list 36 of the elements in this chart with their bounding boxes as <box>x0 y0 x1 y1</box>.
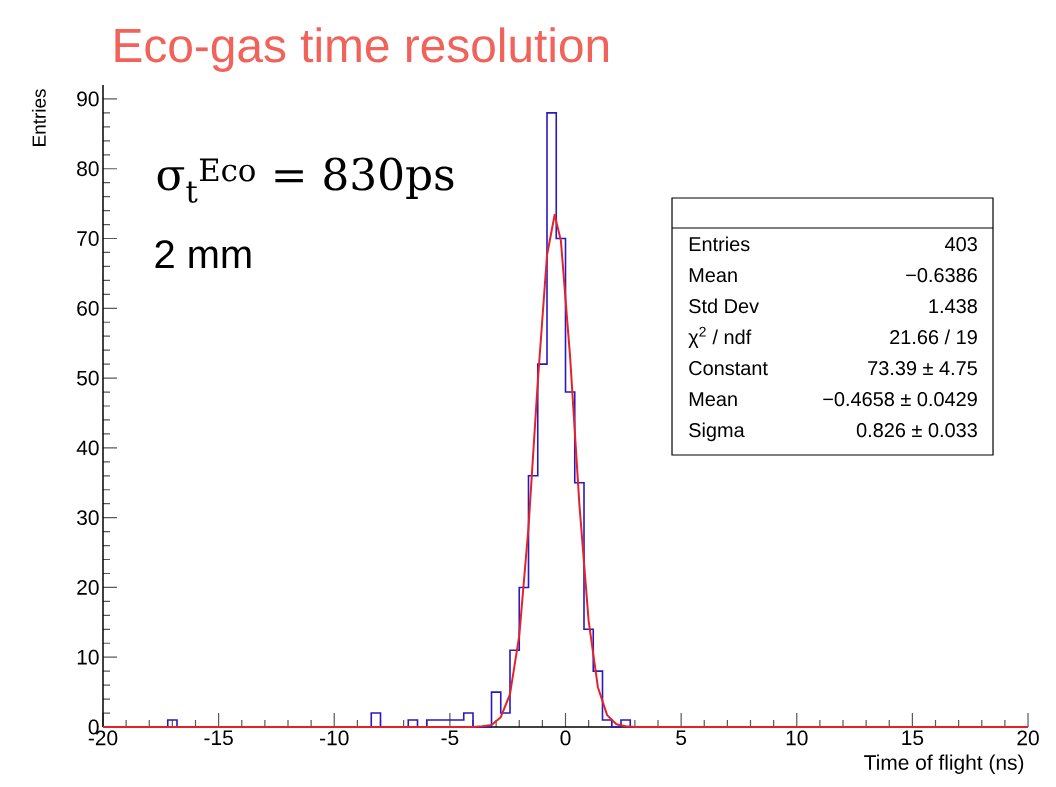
y-tick-label: 80 <box>77 161 99 177</box>
annotation: −0.4658 ± 0.0429 <box>823 392 977 407</box>
y-tick-label: 90 <box>77 91 99 107</box>
x-tick-label: -10 <box>320 730 349 746</box>
y-tick-label: 60 <box>77 300 99 316</box>
y-tick-label: 70 <box>77 231 99 246</box>
x-axis-title: Time of flight (ns) <box>864 754 1024 775</box>
annotation: 2 mm <box>155 240 251 268</box>
annotation: 21.66 / 19 <box>890 329 977 345</box>
y-tick-label: 40 <box>76 440 99 456</box>
x-tick-label: 20 <box>1017 730 1039 746</box>
x-tick-label: -5 <box>441 730 459 746</box>
annotation: Sigma <box>689 422 745 442</box>
x-tick-label: 0 <box>560 730 571 746</box>
annotation: Mean <box>689 268 737 283</box>
annotation: Std Dev <box>689 298 759 314</box>
chart-title: Eco-gas time resolution <box>115 27 609 72</box>
annotation: σ$_{t}$$^{Eco}$ = 830ps <box>157 157 454 203</box>
y-tick-label: 10 <box>77 649 99 665</box>
annotation: 1.438 <box>929 299 977 314</box>
y-axis-title: Entries <box>31 89 46 146</box>
x-tick-label: 10 <box>786 730 808 746</box>
annotation: Mean <box>689 392 737 407</box>
annotation: Constant <box>689 361 768 376</box>
annotation: Entries <box>689 236 750 252</box>
annotation: 0.826 ± 0.033 <box>856 423 977 438</box>
y-tick-label: 20 <box>77 580 99 595</box>
annotation: −0.6386 <box>906 268 977 283</box>
y-tick-label: 30 <box>77 510 99 526</box>
x-tick-label: -15 <box>204 730 233 746</box>
x-tick-label: 5 <box>676 730 687 746</box>
y-tick-label: 50 <box>77 370 99 386</box>
annotation: 73.39 ± 4.75 <box>868 361 977 376</box>
annotation: 403 <box>945 237 977 252</box>
annotation: χ$^{2}$ / ndf <box>688 326 752 349</box>
x-tick-label: 15 <box>902 730 924 746</box>
